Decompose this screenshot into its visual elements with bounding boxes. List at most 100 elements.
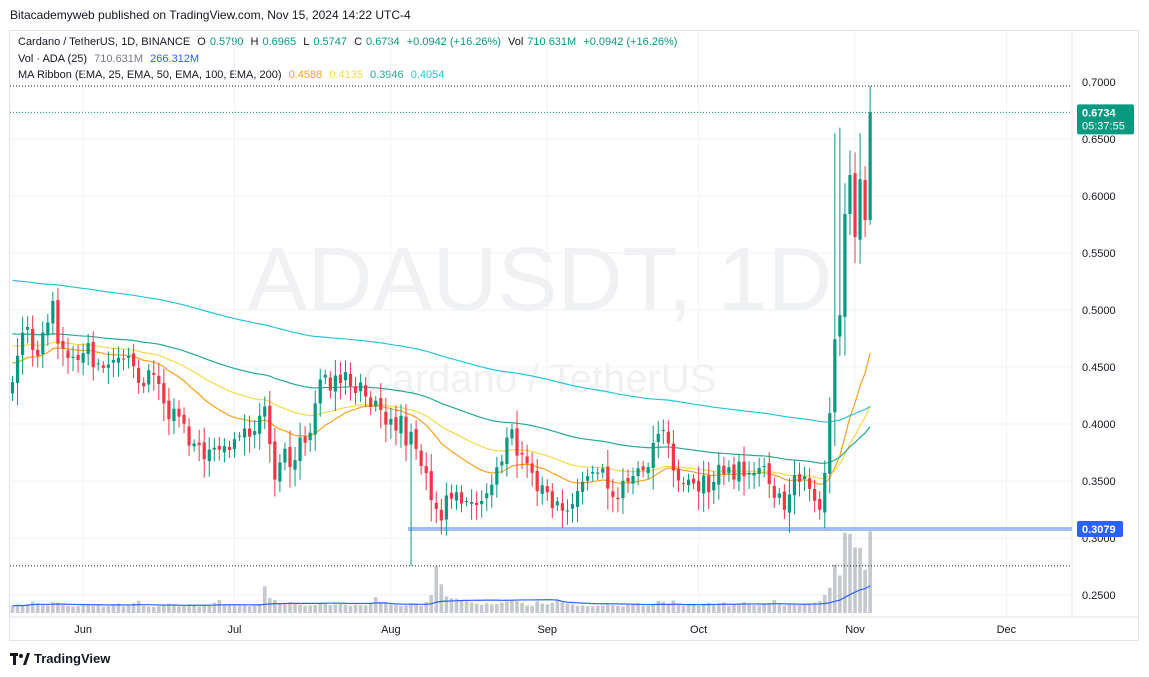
candle-body	[147, 370, 151, 385]
volume-bar	[283, 604, 287, 613]
volume-bar	[157, 606, 161, 613]
volume-bar	[192, 605, 196, 613]
volume-bar	[298, 604, 302, 613]
y-tick-label: 0.3500	[1082, 476, 1116, 488]
watermark: ADAUSDT, 1D Cardano / TetherUS	[247, 230, 832, 401]
candle-body	[661, 429, 665, 432]
candle-body	[757, 468, 761, 474]
candle-body	[253, 431, 257, 435]
candle-body	[31, 328, 35, 350]
candle-body	[626, 478, 630, 482]
volume-bar	[288, 602, 292, 613]
volume-bar	[656, 601, 661, 613]
candle-body	[681, 483, 686, 485]
candle-body	[575, 491, 580, 507]
candle-body	[202, 442, 206, 460]
candle-body	[641, 466, 645, 471]
time-axis[interactable]: Jun Jul Aug Sep Oct Nov Dec	[74, 624, 1016, 636]
x-tick-label: Nov	[845, 624, 865, 636]
candle-body	[414, 429, 418, 449]
candle-body	[833, 339, 837, 413]
volume-bar	[10, 605, 15, 613]
volume-ma-line	[12, 585, 871, 607]
volume-bar	[817, 601, 822, 613]
candle-body	[106, 364, 110, 368]
y-tick-label: 0.5000	[1082, 305, 1116, 317]
volume-bar	[863, 569, 867, 613]
candle-body	[263, 406, 267, 417]
candle-body	[732, 464, 736, 480]
volume-bar	[252, 605, 257, 613]
candle-body	[182, 414, 186, 424]
volume-bar	[742, 602, 746, 613]
candle-body	[61, 340, 65, 349]
volume-bar	[172, 604, 176, 613]
candle-body	[540, 485, 544, 494]
candle-body	[374, 400, 378, 406]
candle-body	[167, 400, 171, 420]
volume-bar	[66, 605, 70, 613]
volume-bar	[384, 603, 388, 613]
candle-body	[742, 461, 746, 477]
close-label: C	[354, 36, 363, 48]
watermark-symbol: ADAUSDT, 1D	[247, 230, 832, 330]
candle-body	[227, 447, 232, 450]
volume-bar	[338, 604, 343, 613]
candle-body	[308, 432, 312, 441]
volume-bar	[262, 586, 267, 613]
support-price-label: 0.3079	[1082, 524, 1116, 536]
candlesticks	[10, 85, 872, 566]
candle-body	[96, 363, 100, 365]
price-axis[interactable]: 0.7000 0.6500 0.6000 0.5500 0.5000 0.4500 0.40…	[1082, 77, 1116, 602]
candle-body	[570, 504, 575, 509]
volume-bar	[454, 598, 459, 613]
candle-body	[601, 468, 605, 473]
volume-bar	[757, 605, 761, 613]
volume-bar	[530, 605, 534, 613]
volume-bar	[257, 604, 262, 613]
volume-bar	[106, 605, 111, 613]
candle-body	[449, 492, 454, 499]
volume-bar	[414, 604, 418, 613]
candle-body	[419, 450, 423, 467]
volume-bar	[449, 598, 454, 613]
candle-body	[429, 471, 433, 501]
candle-body	[283, 448, 287, 463]
volume-indicator-label: Vol · ADA (25)	[18, 53, 88, 65]
volume-bar	[802, 604, 807, 613]
vol-change-value: +0.0942 (+16.26%)	[583, 36, 678, 48]
candle-body	[656, 433, 660, 443]
volume-bar	[323, 602, 328, 613]
volume-bar	[474, 603, 479, 613]
chart-frame[interactable]	[9, 30, 1139, 641]
tradingview-logo[interactable]: TradingView	[10, 651, 110, 666]
candle-body	[126, 356, 131, 358]
volume-bar	[646, 605, 650, 613]
candle-body	[116, 357, 121, 363]
volume-bar	[545, 604, 550, 613]
volume-bar	[81, 605, 85, 613]
candle-body	[242, 428, 247, 438]
candle-body	[76, 354, 80, 361]
candle-body	[525, 456, 529, 464]
candle-body	[258, 415, 262, 434]
volume-bar	[20, 606, 25, 613]
candle-body	[717, 464, 721, 485]
volume-bar	[399, 605, 403, 613]
candle-body	[490, 484, 494, 496]
candle-body	[697, 480, 701, 492]
candle-body	[207, 449, 211, 462]
volume-bar	[278, 603, 282, 613]
volume-bar	[101, 606, 106, 613]
candle-body	[197, 442, 201, 446]
candle-body	[81, 353, 85, 363]
volume-bar	[202, 605, 207, 613]
candle-body	[66, 350, 70, 358]
candle-body	[379, 398, 383, 410]
volume-bar	[227, 605, 232, 613]
candle-body	[152, 373, 156, 375]
volume-bar	[15, 604, 20, 613]
candle-body	[323, 374, 327, 378]
